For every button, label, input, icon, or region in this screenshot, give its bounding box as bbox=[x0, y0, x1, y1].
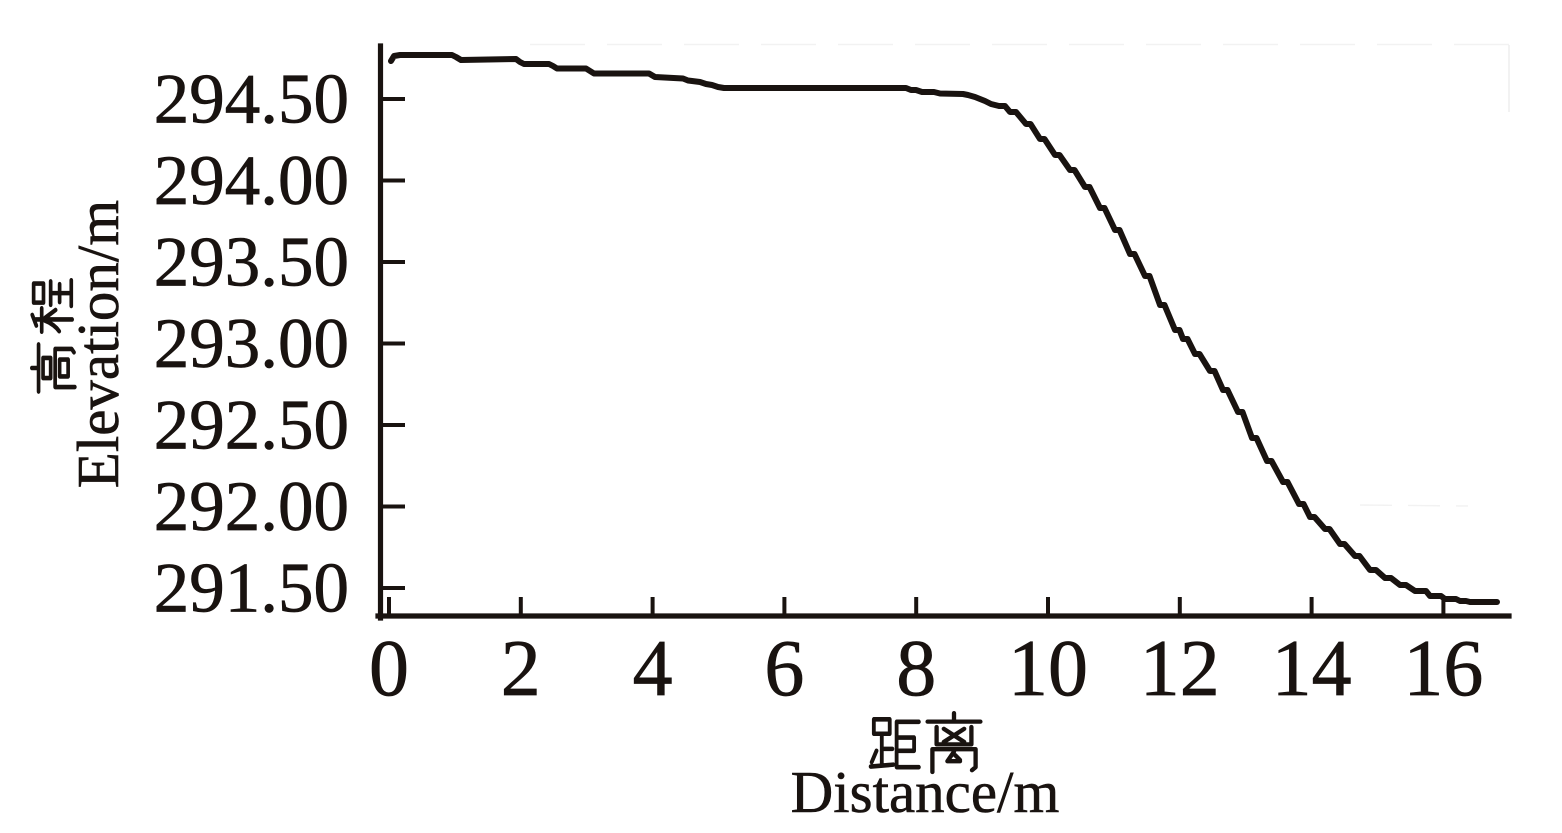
svg-text:10: 10 bbox=[1008, 625, 1088, 713]
svg-text:291.50: 291.50 bbox=[154, 550, 349, 628]
svg-text:4: 4 bbox=[633, 625, 673, 713]
svg-text:12: 12 bbox=[1140, 625, 1220, 713]
svg-text:292.50: 292.50 bbox=[154, 387, 349, 465]
svg-text:294.50: 294.50 bbox=[154, 61, 349, 139]
svg-text:294.00: 294.00 bbox=[154, 142, 349, 220]
svg-text:6: 6 bbox=[764, 625, 804, 713]
svg-text:16: 16 bbox=[1403, 625, 1483, 713]
svg-text:293.50: 293.50 bbox=[154, 224, 349, 302]
svg-text:Elevation/m: Elevation/m bbox=[65, 200, 131, 488]
svg-text:0: 0 bbox=[369, 625, 409, 713]
svg-text:2: 2 bbox=[501, 625, 541, 713]
svg-text:292.00: 292.00 bbox=[154, 468, 349, 546]
svg-text:14: 14 bbox=[1272, 625, 1352, 713]
svg-text:8: 8 bbox=[896, 625, 936, 713]
svg-text:293.00: 293.00 bbox=[154, 305, 349, 383]
svg-text:Distance/m: Distance/m bbox=[791, 759, 1060, 825]
